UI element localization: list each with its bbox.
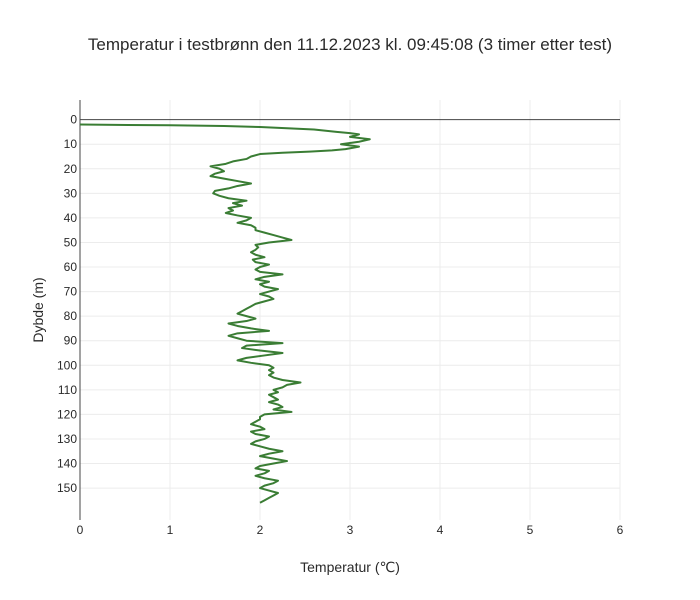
y-tick-label: 140 — [57, 457, 77, 471]
y-tick-label: 110 — [58, 383, 77, 397]
y-tick-label: 150 — [57, 481, 77, 495]
x-tick-label: 3 — [347, 523, 354, 537]
y-tick-label: 130 — [57, 432, 77, 446]
x-tick-label: 0 — [77, 523, 84, 537]
y-tick-label: 20 — [64, 162, 78, 176]
x-axis-label: Temperatur (℃) — [300, 559, 400, 575]
y-tick-label: 0 — [70, 113, 77, 127]
y-tick-label: 30 — [64, 186, 78, 200]
series-line — [79, 123, 371, 504]
y-tick-label: 90 — [64, 334, 78, 348]
y-tick-label: 10 — [64, 137, 78, 151]
y-tick-label: 100 — [57, 358, 77, 372]
x-tick-labels: 0 1 2 3 4 5 6 — [77, 523, 624, 537]
x-tick-label: 2 — [257, 523, 264, 537]
y-tick-label: 60 — [64, 260, 78, 274]
x-tick-label: 6 — [617, 523, 624, 537]
series-layer — [79, 123, 371, 504]
y-axis-label: Dybde (m) — [30, 277, 46, 342]
y-tick-label: 120 — [57, 407, 77, 421]
y-tick-label: 40 — [64, 211, 78, 225]
y-tick-label: 70 — [64, 285, 78, 299]
y-tick-labels: 0 10 20 30 40 50 60 70 80 90 100 110 120 130 140 150 — [57, 113, 77, 495]
y-tick-label: 80 — [64, 309, 78, 323]
x-tick-label: 5 — [527, 523, 534, 537]
x-tick-label: 1 — [167, 523, 174, 537]
y-tick-label: 50 — [64, 235, 78, 249]
chart-title: Temperatur i testbrønn den 11.12.2023 kl… — [88, 35, 612, 54]
x-tick-label: 4 — [437, 523, 444, 537]
grid-lines — [79, 100, 621, 520]
